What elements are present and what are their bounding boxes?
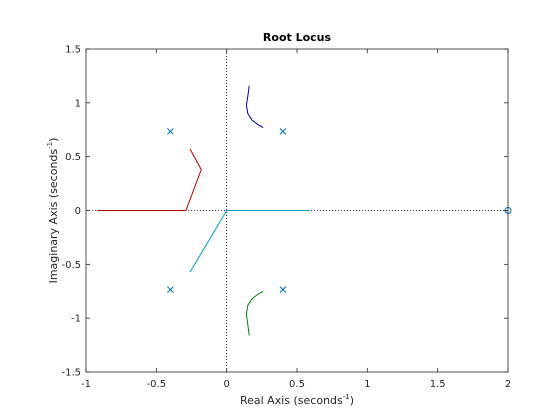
- y-tick-label: 0.5: [65, 152, 81, 163]
- y-tick-label: 1.5: [65, 45, 81, 56]
- x-tick-label: 1: [364, 379, 370, 390]
- x-tick-label: -0.5: [147, 379, 167, 390]
- x-axis-ticks: -1 -0.5 0 0.5 1 1.5 2: [81, 49, 511, 390]
- y-axis-ticks: -1.5 -1 -0.5 0 0.5 1 1.5: [61, 45, 508, 379]
- locus-branch-4: [245, 290, 264, 336]
- x-tick-label: 0: [223, 379, 229, 390]
- y-tick-label: -1: [71, 314, 81, 325]
- y-axis-label-close: ): [47, 138, 60, 142]
- pole-marker-1: [167, 128, 174, 135]
- x-axis-label-text: Real Axis (seconds: [240, 394, 343, 407]
- pole-marker-4: [279, 286, 287, 293]
- locus-branch-3: [189, 210, 309, 273]
- x-tick-label: 1.5: [430, 379, 446, 390]
- x-axis-label-exponent: -1: [343, 393, 350, 401]
- y-tick-label: 1: [75, 98, 81, 109]
- pole-zero-markers: [167, 128, 512, 293]
- locus-branches: [97, 85, 309, 336]
- x-tick-label: -1: [81, 379, 91, 390]
- x-axis-label: Real Axis (seconds-1): [240, 393, 354, 407]
- y-tick-label: -0.5: [61, 260, 81, 271]
- x-tick-label: 0.5: [289, 379, 305, 390]
- chart-title: Root Locus: [263, 31, 332, 44]
- y-axis-label-text: Imaginary Axis (seconds: [47, 149, 60, 284]
- locus-branch-2: [97, 148, 202, 211]
- y-axis-label: Imaginary Axis (seconds-1): [46, 138, 60, 284]
- pole-marker-3: [167, 286, 174, 293]
- x-tick-label: 2: [505, 379, 511, 390]
- locus-branch-1: [245, 85, 264, 129]
- pole-marker-2: [279, 128, 287, 135]
- y-tick-label: -1.5: [61, 368, 81, 379]
- y-tick-label: 0: [75, 206, 81, 217]
- x-axis-label-close: ): [350, 394, 354, 407]
- y-axis-label-exponent: -1: [46, 142, 54, 149]
